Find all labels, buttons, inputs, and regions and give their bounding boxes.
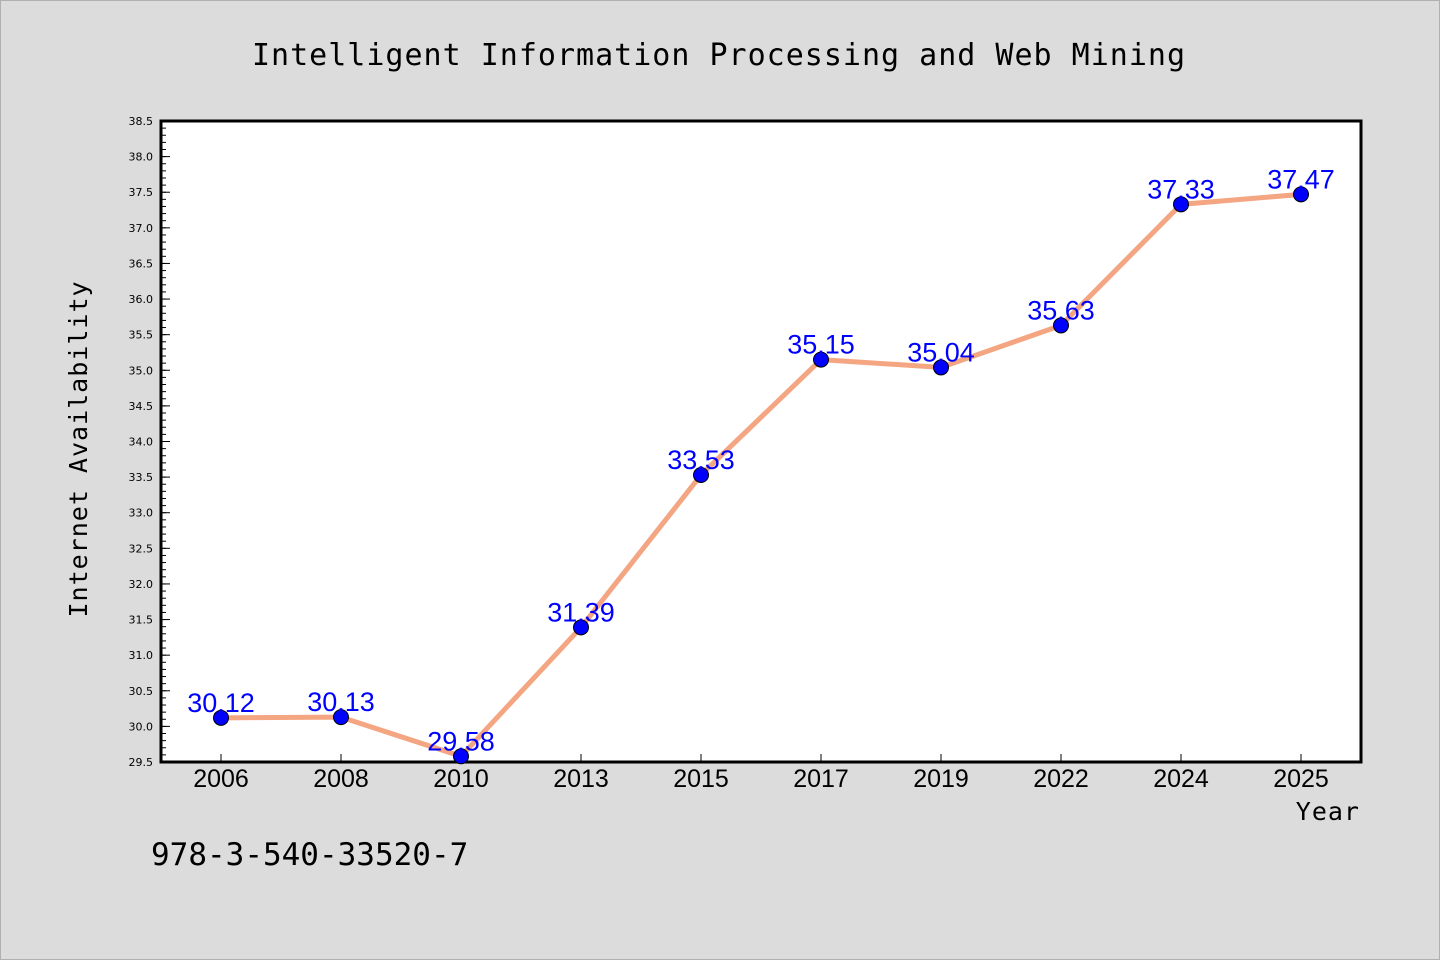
- y-tick-label: 31.0: [129, 649, 154, 662]
- x-tick-label: 2024: [1153, 765, 1209, 793]
- x-axis-label: Year: [1296, 797, 1360, 826]
- data-point: [693, 466, 709, 483]
- data-label: 37.47: [1267, 164, 1335, 194]
- x-axis-ticks: 2006 2008 2010 2013 2015 2017 2019 2022 2024 2025: [193, 754, 1329, 793]
- y-tick-label: 36.5: [129, 257, 154, 270]
- data-point: [1293, 186, 1309, 203]
- data-label: 30.13: [307, 687, 375, 717]
- data-label: 35.15: [787, 330, 855, 360]
- data-label: 33.53: [667, 445, 735, 475]
- data-point: [933, 359, 949, 376]
- y-tick-label: 34.5: [129, 400, 154, 413]
- chart-title: Intelligent Information Processing and W…: [252, 38, 1186, 73]
- y-tick-label: 38.0: [129, 151, 154, 164]
- isbn-text: 978-3-540-33520-7: [151, 837, 468, 873]
- y-tick-label: 34.0: [129, 436, 154, 449]
- y-tick-label: 38.5: [129, 115, 154, 128]
- x-tick-label: 2019: [913, 765, 969, 793]
- y-tick-label: 36.0: [129, 293, 154, 306]
- y-tick-label: 32.5: [129, 542, 154, 555]
- x-tick-label: 2025: [1273, 765, 1329, 793]
- data-label: 29.58: [427, 726, 495, 756]
- series-line: [220, 191, 1302, 759]
- y-tick-label: 35.0: [129, 364, 154, 377]
- y-axis-label: Internet Availability: [64, 280, 93, 617]
- series-group: 30.12 30.13 29.58 31.39 33.53 35.15 35.04 35.63…: [187, 164, 1335, 765]
- y-tick-label: 30.0: [129, 720, 154, 733]
- data-point: [333, 709, 349, 726]
- y-tick-label: 35.5: [129, 329, 154, 342]
- y-tick-label: 37.5: [129, 186, 154, 199]
- x-tick-label: 2017: [793, 765, 849, 793]
- data-label: 31.39: [547, 597, 615, 627]
- x-tick-label: 2010: [433, 765, 489, 793]
- data-label: 37.33: [1147, 174, 1215, 204]
- data-point: [573, 619, 589, 636]
- x-tick-label: 2008: [313, 765, 369, 793]
- data-label: 35.04: [907, 337, 975, 367]
- y-tick-label: 30.5: [129, 685, 154, 698]
- y-tick-label: 33.5: [129, 471, 154, 484]
- y-tick-label: 33.0: [129, 507, 154, 520]
- y-tick-label: 31.5: [129, 614, 154, 627]
- y-tick-label: 32.0: [129, 578, 154, 591]
- y-tick-label: 37.0: [129, 222, 154, 235]
- data-label: 35.63: [1027, 295, 1095, 325]
- y-axis-ticks: 29.5 30.0 30.5 31.0 31.5 32.0 32.5 33.0 33.5 34.0…: [129, 115, 170, 769]
- data-point: [813, 351, 829, 368]
- x-tick-label: 2015: [673, 765, 729, 793]
- data-point: [1173, 196, 1189, 213]
- x-tick-label: 2022: [1033, 765, 1089, 793]
- data-point: [213, 709, 229, 726]
- data-point: [1053, 317, 1069, 334]
- data-label: 30.12: [187, 688, 255, 718]
- y-tick-label: 29.5: [129, 756, 154, 769]
- x-tick-label: 2013: [553, 765, 609, 793]
- data-point: [453, 748, 469, 765]
- plot-area: [159, 119, 1363, 764]
- x-tick-label: 2006: [193, 765, 249, 793]
